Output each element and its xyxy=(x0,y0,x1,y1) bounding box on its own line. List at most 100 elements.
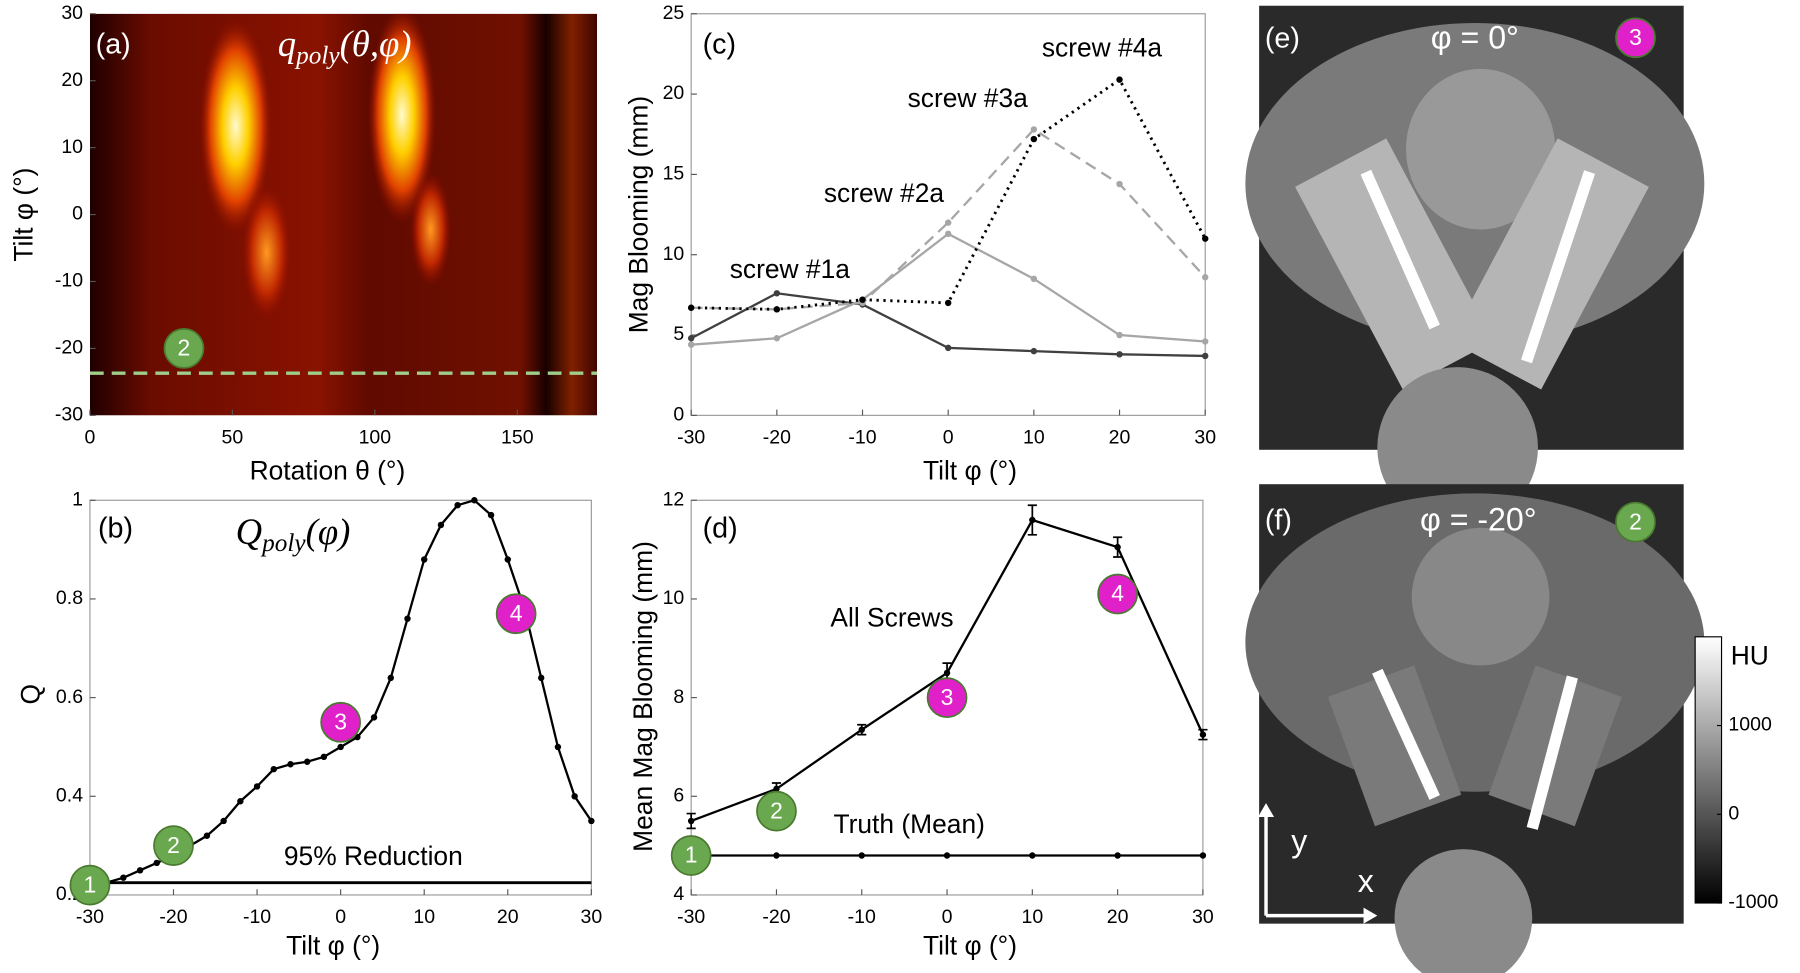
y-tick-label: 25 xyxy=(663,2,685,24)
panel-label: (b) xyxy=(98,513,133,545)
x-tick-label: 20 xyxy=(497,906,519,928)
x-axis-label: Tilt φ (°) xyxy=(923,456,1017,486)
badge-label: 2 xyxy=(1629,508,1642,534)
data-point xyxy=(1199,852,1207,859)
title-main: Q xyxy=(236,511,263,552)
panel-title: Qpoly(φ) xyxy=(236,511,351,557)
title-args: (φ) xyxy=(306,511,351,552)
y-tick-label: 15 xyxy=(663,163,685,185)
badge-label: 3 xyxy=(334,709,347,735)
series-label: screw #4a xyxy=(1042,32,1163,62)
x-tick-label: 0 xyxy=(335,906,346,928)
badge-label: 3 xyxy=(1629,24,1642,50)
y-tick-label: 30 xyxy=(61,2,83,24)
data-point xyxy=(687,335,695,342)
x-axis-label: Tilt φ (°) xyxy=(923,931,1017,961)
colorbar-title: HU xyxy=(1731,640,1769,670)
data-point xyxy=(253,783,261,790)
y-tick-label: 1000 xyxy=(1728,714,1772,736)
data-point xyxy=(420,556,428,563)
badge xyxy=(1097,573,1138,615)
data-point xyxy=(203,832,211,839)
x-tick-label: 20 xyxy=(1107,906,1129,928)
badge-label: 2 xyxy=(770,797,783,823)
badge-label: 2 xyxy=(167,832,180,858)
data-point xyxy=(588,817,595,825)
ct-image-e xyxy=(1245,5,1705,528)
data-point xyxy=(404,615,411,622)
data-point xyxy=(370,714,378,721)
y-axis-label: Mag Blooming (mm) xyxy=(624,96,654,333)
badge xyxy=(69,864,111,906)
data-point xyxy=(773,785,780,793)
series-line xyxy=(691,232,1206,346)
data-point xyxy=(487,511,495,519)
image-label: (f) xyxy=(1265,505,1292,537)
data-point xyxy=(1199,731,1207,738)
y-tick-label: 20 xyxy=(663,82,685,104)
data-point xyxy=(944,344,952,352)
x-tick-label: 150 xyxy=(501,426,534,448)
data-point xyxy=(220,817,227,825)
badge-label: 2 xyxy=(178,335,191,361)
data-point xyxy=(1030,275,1038,283)
badge xyxy=(926,677,968,718)
x-tick-label: 0 xyxy=(943,426,954,448)
data-point xyxy=(944,230,952,238)
x-tick-label: 10 xyxy=(1021,906,1043,928)
badge xyxy=(320,701,362,743)
data-point xyxy=(1116,76,1123,83)
data-point xyxy=(120,874,127,881)
data-point xyxy=(943,669,951,677)
y-tick-label: 5 xyxy=(673,323,684,345)
data-point xyxy=(437,521,445,529)
x-axis-label: Tilt φ (°) xyxy=(286,931,380,961)
x-tick-label: -20 xyxy=(762,906,790,928)
y-axis-label: Tilt φ (°) xyxy=(9,168,39,262)
series-label: screw #3a xyxy=(908,83,1029,113)
x-tick-label: -30 xyxy=(76,906,104,928)
image-caption: φ = -20° xyxy=(1420,502,1537,538)
badge xyxy=(670,835,712,876)
y-tick-label: 0 xyxy=(673,404,684,426)
data-point xyxy=(1114,543,1121,551)
x-tick-label: -20 xyxy=(763,426,791,448)
series-label: screw #2a xyxy=(824,178,945,208)
badge-label: 1 xyxy=(685,842,698,868)
data-point xyxy=(773,306,781,313)
y-tick-label: 8 xyxy=(673,686,684,708)
panel-title: qpoly(θ,φ) xyxy=(278,24,412,70)
data-point xyxy=(387,674,394,682)
title-subscript: poly xyxy=(294,42,340,69)
y-tick-label: 6 xyxy=(673,784,684,806)
y-tick-label: 4 xyxy=(673,883,684,905)
data-point xyxy=(571,793,578,800)
series-label: screw #1a xyxy=(730,254,851,284)
data-point xyxy=(554,743,562,751)
badge xyxy=(495,593,537,635)
y-tick-label: 0.4 xyxy=(56,784,83,806)
x-tick-label: -30 xyxy=(677,906,705,928)
x-tick-label: 0 xyxy=(85,426,96,448)
data-point xyxy=(1029,516,1036,524)
data-point xyxy=(1116,331,1123,339)
data-point xyxy=(1030,347,1038,355)
x-tick-label: -30 xyxy=(677,426,705,448)
data-point xyxy=(944,299,952,307)
y-tick-label: 0.6 xyxy=(56,686,83,708)
series-label: All Screws xyxy=(830,603,953,633)
data-point xyxy=(773,335,781,342)
data-point xyxy=(537,674,545,682)
badge xyxy=(1615,17,1656,59)
badge-label: 4 xyxy=(1111,580,1124,606)
y-tick-label: -1000 xyxy=(1728,891,1778,913)
image-caption: φ = 0° xyxy=(1431,20,1519,56)
title-main: q xyxy=(278,24,296,65)
y-tick-label: 0 xyxy=(1728,802,1739,824)
x-tick-label: 100 xyxy=(359,426,392,448)
y-tick-label: 10 xyxy=(663,587,685,609)
image-label: (e) xyxy=(1265,23,1300,55)
x-tick-label: 20 xyxy=(1109,426,1131,448)
data-point xyxy=(858,726,865,733)
